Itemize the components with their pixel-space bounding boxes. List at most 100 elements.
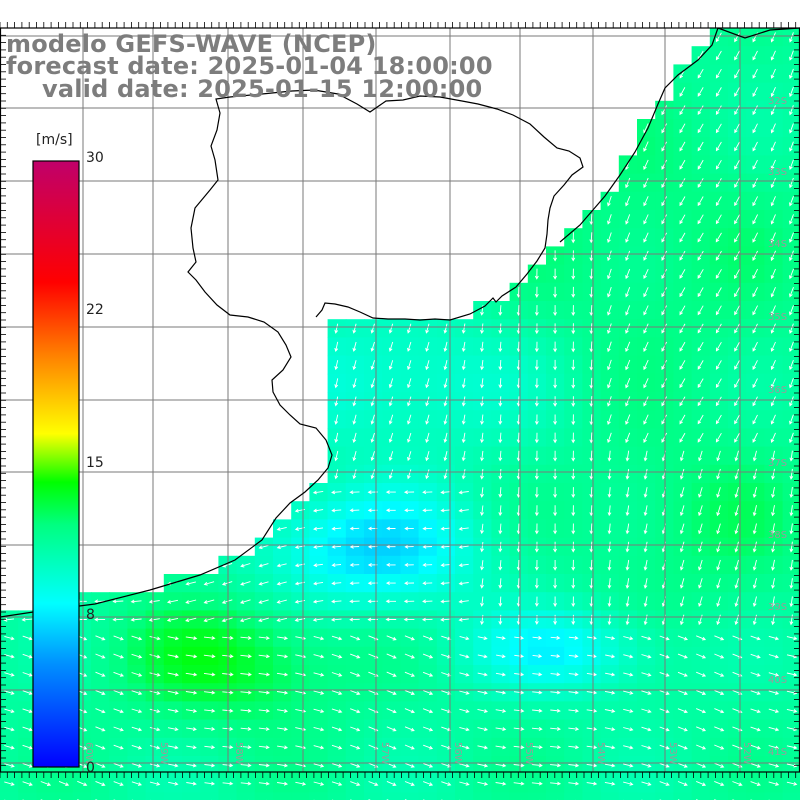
wind-arrow (734, 214, 740, 225)
wind-arrow (643, 323, 649, 334)
wind-arrow (697, 232, 704, 243)
wind-arrow (113, 635, 124, 641)
wind-arrow (277, 745, 289, 750)
wind-arrow (607, 468, 612, 480)
wind-arrow (385, 617, 397, 622)
wind-arrow (131, 781, 142, 786)
wind-arrow (204, 727, 216, 731)
wind-arrow (752, 141, 758, 152)
wind-arrow (770, 414, 776, 425)
wind-arrow (771, 614, 775, 626)
wind-arrow (440, 617, 451, 622)
wind-arrow (240, 727, 252, 731)
wind-arrow (643, 359, 649, 371)
wind-arrow (715, 105, 722, 116)
wind-arrow (697, 360, 704, 370)
wind-arrow (313, 690, 325, 695)
wind-arrow (768, 745, 780, 750)
wind-arrow (715, 196, 722, 207)
wind-arrow (331, 490, 342, 495)
wind-arrow (461, 432, 466, 444)
wind-arrow (458, 490, 469, 495)
wind-arrow (349, 490, 360, 495)
wind-arrow (313, 635, 325, 641)
wind-arrow (443, 469, 448, 480)
wind-arrow (571, 268, 576, 280)
wind-arrow (659, 744, 670, 750)
wind-arrow (586, 672, 598, 677)
wind-arrow (461, 323, 466, 334)
wind-arrow (77, 780, 88, 787)
wind-arrow (715, 68, 722, 79)
wind-arrow (113, 762, 124, 768)
wind-arrow (771, 596, 775, 608)
wind-arrow (697, 196, 704, 207)
longitude-label: 59W (158, 742, 169, 765)
wind-arrow (440, 563, 451, 568)
wind-arrow (643, 232, 649, 243)
wind-arrow (313, 745, 325, 750)
wind-arrow (752, 305, 759, 316)
wind-arrow (440, 544, 451, 549)
wind-arrow (752, 123, 758, 134)
wind-arrow (625, 268, 631, 280)
wind-arrow (771, 523, 775, 535)
wind-arrow (149, 654, 161, 659)
wind-arrow (589, 559, 594, 571)
wind-arrow (625, 341, 631, 353)
latitude-label: 32S (768, 96, 787, 107)
wind-arrow (553, 286, 557, 298)
wind-arrow (440, 526, 451, 531)
latitude-label: 37S (768, 458, 787, 469)
wind-cell (273, 792, 292, 800)
wind-arrow (550, 708, 561, 713)
lat-lon-grid (0, 22, 800, 778)
latitude-label: 40S (768, 675, 787, 686)
wind-arrow (477, 781, 489, 786)
wind-arrow (22, 744, 33, 750)
wind-arrow (734, 305, 740, 316)
wind-arrow (330, 617, 342, 622)
wind-arrow (625, 214, 631, 225)
wind-arrow (403, 599, 415, 604)
wind-arrow (113, 781, 124, 786)
wind-arrow (716, 505, 721, 517)
wind-arrow (625, 250, 631, 261)
wind-arrow (480, 323, 484, 335)
longitude-label: 58W (233, 742, 244, 765)
wind-arrow (750, 672, 761, 677)
wind-arrow (734, 541, 739, 553)
wind-arrow (789, 177, 794, 189)
wind-arrow (22, 672, 33, 677)
wind-arrow (679, 105, 686, 116)
wind-arrow (677, 762, 688, 768)
wind-arrow (334, 360, 339, 371)
wind-arrow (697, 305, 704, 316)
wind-arrow (641, 726, 652, 732)
wind-arrow (130, 617, 142, 622)
wind-arrow (498, 541, 503, 553)
wind-arrow (131, 708, 143, 714)
wind-arrow (643, 141, 649, 152)
wind-arrow (459, 654, 470, 659)
wind-arrow (350, 781, 361, 786)
wind-arrow (770, 214, 776, 225)
wind-arrow (458, 526, 469, 531)
wind-arrow (734, 559, 739, 571)
wind-arrow (768, 654, 779, 659)
wind-arrow (752, 378, 758, 389)
wind-arrow (350, 671, 361, 677)
wind-arrow (768, 635, 780, 641)
wind-arrow (149, 672, 161, 677)
wind-arrow (659, 690, 670, 695)
wind-arrow (752, 341, 758, 352)
wind-arrow (403, 490, 415, 495)
wind-arrow (625, 287, 631, 298)
wind-arrow (643, 468, 648, 480)
wind-cell (182, 792, 201, 800)
wind-cell (491, 792, 511, 800)
wind-arrow (641, 708, 652, 714)
wind-arrow (586, 763, 598, 768)
wind-arrow (131, 763, 142, 768)
wind-arrow (714, 780, 725, 787)
